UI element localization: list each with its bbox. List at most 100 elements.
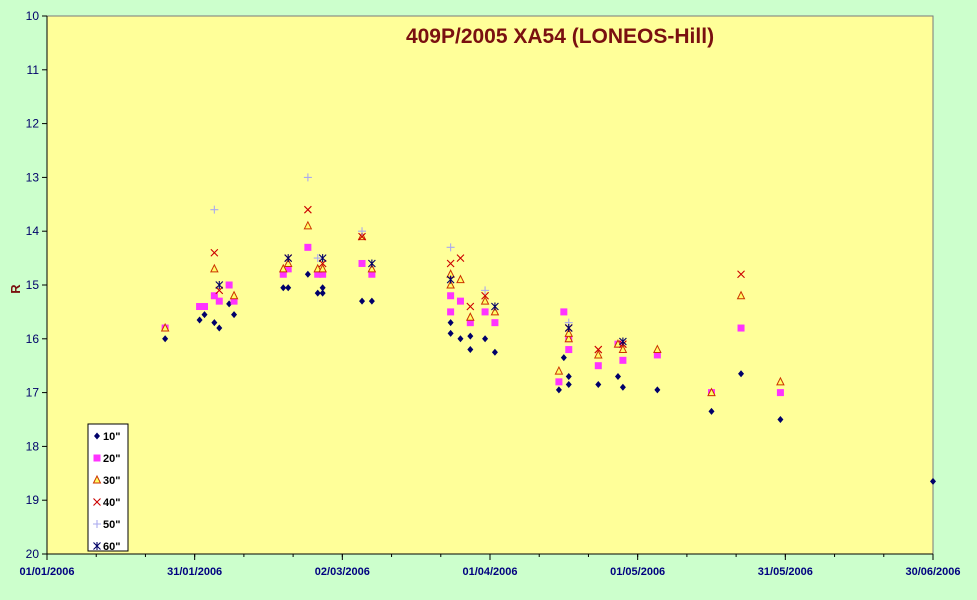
point-marker (614, 372, 621, 380)
x-tick-label: 01/01/2006 (19, 566, 74, 578)
legend-label: 40" (103, 497, 120, 509)
point-marker (280, 284, 287, 292)
series-3 (160, 220, 785, 397)
point-marker (92, 474, 102, 484)
y-tick-label: 11 (27, 63, 40, 77)
point-marker (480, 296, 490, 305)
point-marker (196, 316, 203, 324)
point-marker (619, 356, 627, 364)
point-marker (319, 270, 327, 278)
point-marker (707, 387, 716, 397)
point-marker (447, 319, 454, 327)
axes: 10 11 12 13 14 15 16 17 18 19 20 01/01/2006 31/01/20… (19, 9, 960, 578)
point-marker (284, 265, 292, 273)
legend-label: 30" (103, 475, 120, 487)
point-marker (358, 259, 366, 267)
point-marker (93, 454, 101, 462)
legend-label: 10" (103, 431, 120, 443)
point-marker (447, 308, 455, 316)
point-marker (318, 254, 327, 263)
data-points (160, 173, 936, 485)
legend: 10" 20" 30" 40" 50" 60" (87, 423, 129, 553)
point-marker (490, 306, 500, 316)
point-marker (210, 248, 219, 257)
point-marker (304, 243, 312, 251)
point-marker (196, 303, 204, 311)
point-marker (446, 279, 455, 289)
legend-label: 20" (103, 453, 120, 465)
y-tick-label: 14 (26, 224, 40, 238)
legend-box (87, 423, 129, 552)
point-marker (278, 263, 288, 273)
point-marker (594, 345, 603, 354)
point-marker (231, 311, 238, 319)
point-marker (313, 254, 322, 263)
x-tick-label: 01/05/2006 (610, 566, 665, 578)
point-marker (210, 263, 219, 273)
point-marker (466, 302, 475, 311)
point-marker (930, 477, 936, 485)
x-tick-label: 31/01/2006 (167, 566, 222, 578)
point-marker (457, 335, 464, 343)
point-marker (94, 432, 100, 440)
y-tick-label: 17 (26, 386, 40, 400)
y-tick-label: 16 (26, 332, 40, 346)
point-marker (283, 258, 293, 267)
point-marker (303, 220, 313, 230)
point-marker (446, 259, 455, 268)
point-marker (565, 372, 572, 380)
point-marker (594, 362, 602, 370)
y-tick-label: 20 (26, 547, 40, 561)
point-marker (737, 270, 745, 279)
point-marker (565, 381, 572, 389)
x-tick-label: 31/05/2006 (758, 566, 813, 578)
legend-label: 60" (103, 541, 120, 553)
legend-item: 60" (93, 541, 120, 553)
point-marker (215, 297, 223, 305)
point-marker (467, 332, 474, 340)
legend-label: 50" (103, 519, 120, 531)
point-marker (160, 322, 170, 332)
point-marker (358, 227, 367, 236)
point-marker (230, 297, 238, 305)
point-marker (201, 303, 209, 311)
legend-item: 10" (94, 431, 120, 443)
point-marker (279, 270, 287, 278)
point-marker (284, 254, 293, 263)
point-marker (359, 297, 366, 305)
point-marker (447, 292, 455, 300)
point-marker (304, 270, 311, 278)
point-marker (446, 275, 455, 284)
point-marker (595, 381, 602, 389)
point-marker (613, 339, 623, 348)
point-marker (93, 542, 101, 550)
point-marker (736, 290, 746, 300)
point-marker (201, 311, 208, 319)
point-marker (447, 329, 454, 337)
point-marker (314, 289, 321, 297)
point-marker (777, 416, 784, 423)
point-marker (456, 254, 465, 262)
point-marker (367, 263, 377, 273)
point-marker (314, 270, 322, 278)
point-marker (564, 333, 574, 343)
point-marker (481, 291, 489, 300)
point-marker (285, 284, 292, 292)
point-marker (319, 284, 326, 292)
x-tick-label: 30/06/2006 (905, 566, 960, 578)
y-tick-label: 13 (26, 170, 40, 184)
point-marker (303, 205, 312, 214)
point-marker (491, 348, 498, 356)
point-marker (162, 335, 169, 343)
point-marker (565, 346, 573, 354)
point-marker (593, 349, 603, 359)
point-marker (618, 344, 628, 354)
point-marker (303, 173, 312, 182)
point-marker (318, 263, 327, 273)
point-marker (368, 297, 375, 305)
legend-item: 50" (93, 519, 120, 531)
point-marker (215, 281, 224, 289)
point-marker (211, 319, 218, 327)
point-marker (481, 308, 489, 316)
series-2 (161, 243, 784, 397)
